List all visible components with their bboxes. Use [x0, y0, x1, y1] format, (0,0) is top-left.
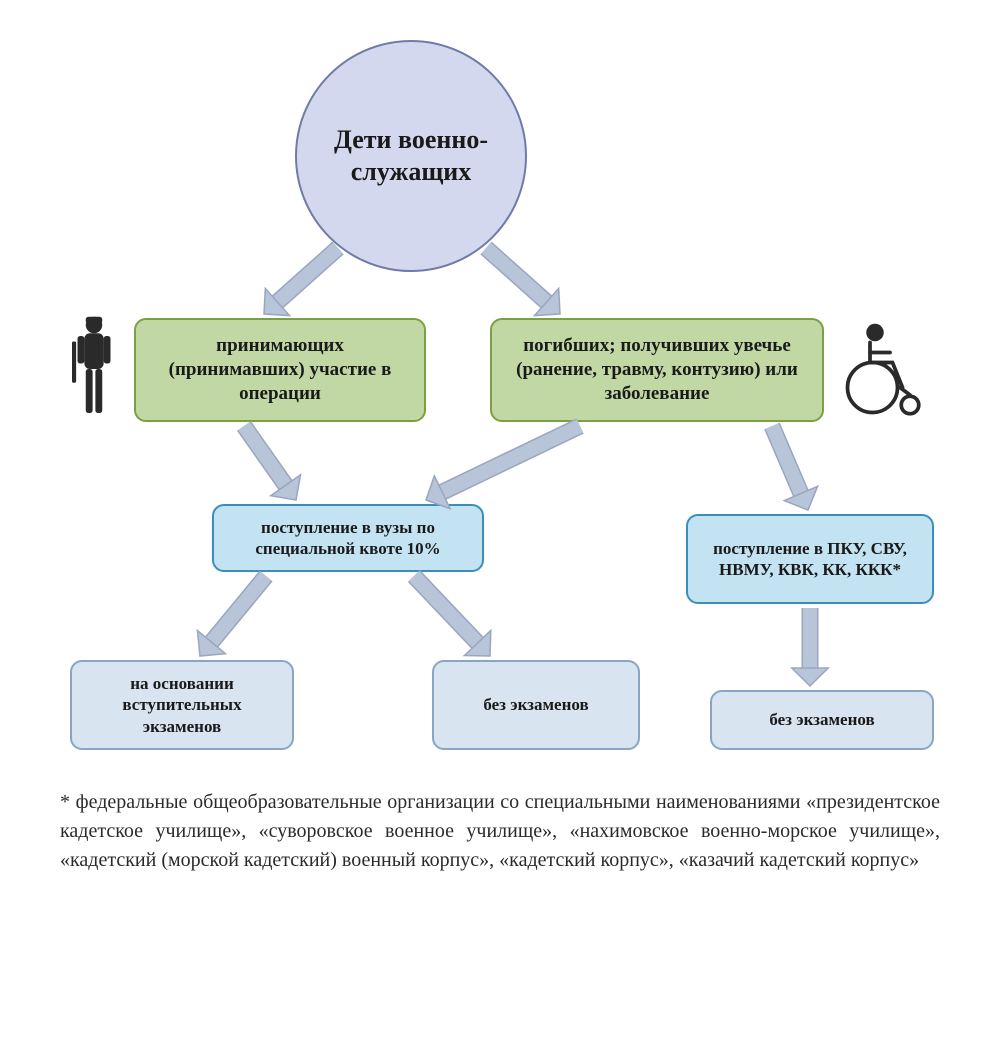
root-label: Дети военно-служащих: [297, 124, 525, 189]
bottom-mid-label: без экзаменов: [483, 694, 588, 715]
bottom-left-box: на основании вступительных экзаменов: [70, 660, 294, 750]
branch-right-label: погибших; получивших увечье (ранение, тр…: [504, 334, 810, 405]
branch-left-label: принимающих (принимавших) участие в опер…: [148, 334, 412, 405]
branch-left-box: принимающих (принимавших) участие в опер…: [134, 318, 426, 422]
right2-label: поступление в ПКУ, СВУ, НВМУ, КВК, КК, К…: [700, 538, 920, 581]
branch-right-box: погибших; получивших увечье (ранение, тр…: [490, 318, 824, 422]
bottom-right-box: без экзаменов: [710, 690, 934, 750]
right2-box: поступление в ПКУ, СВУ, НВМУ, КВК, КК, К…: [686, 514, 934, 604]
wheelchair-icon: [840, 320, 940, 420]
footnote-text: * федеральные общеобразовательные органи…: [60, 788, 940, 875]
bottom-mid-box: без экзаменов: [432, 660, 640, 750]
bottom-left-label: на основании вступительных экзаменов: [84, 673, 280, 737]
soldier-icon: [66, 314, 122, 424]
bottom-right-label: без экзаменов: [769, 709, 874, 730]
root-node: Дети военно-служащих: [295, 40, 527, 272]
mid-box: поступление в вузы по специальной квоте …: [212, 504, 484, 572]
mid-label: поступление в вузы по специальной квоте …: [226, 517, 470, 560]
